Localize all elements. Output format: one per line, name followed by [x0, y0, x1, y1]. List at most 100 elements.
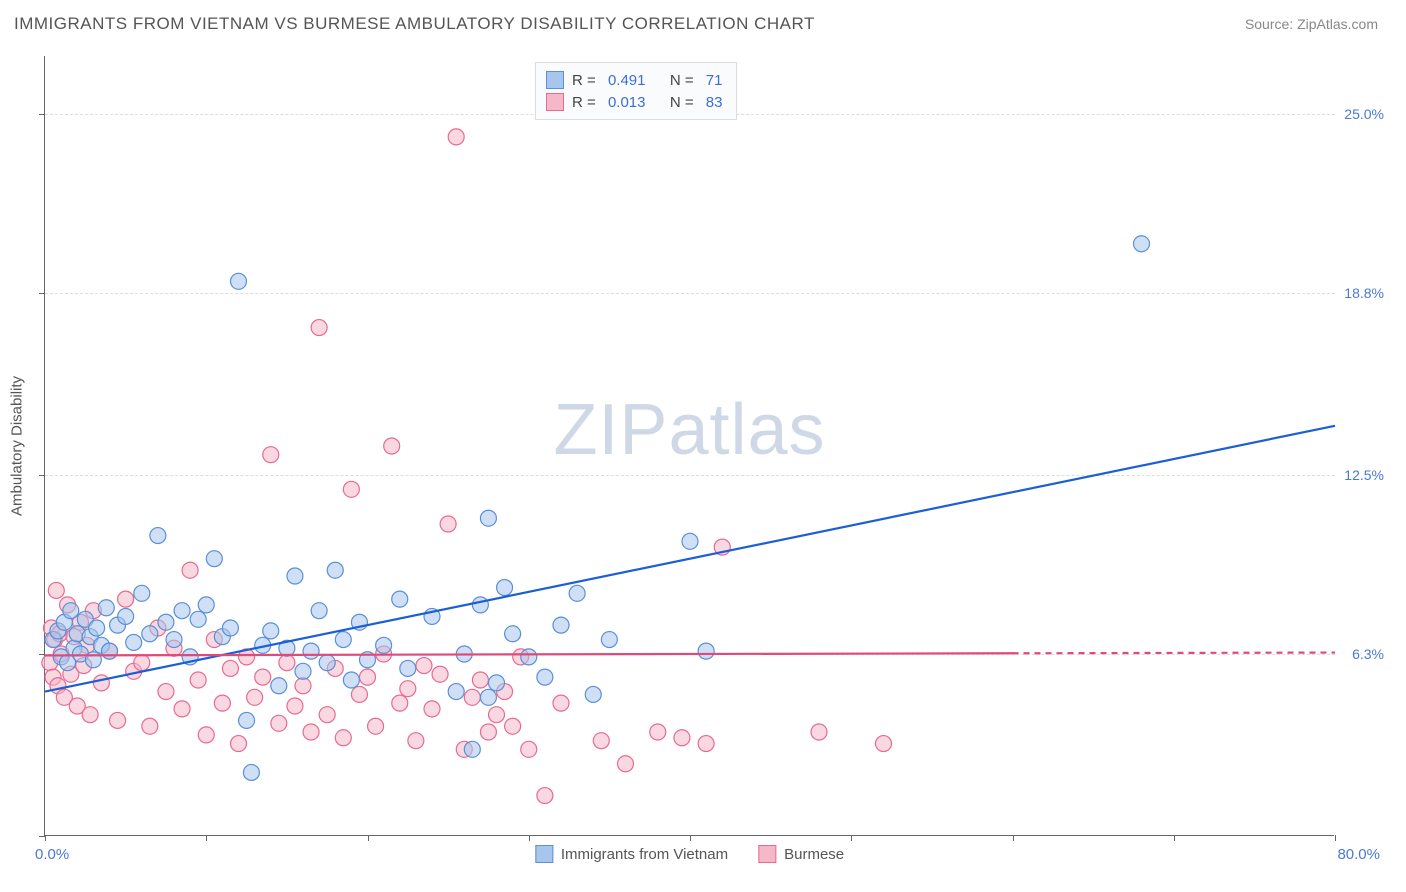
scatter-point-vietnam	[239, 712, 255, 728]
legend-swatch-burmese	[546, 93, 564, 111]
scatter-point-vietnam	[85, 652, 101, 668]
scatter-point-vietnam	[287, 568, 303, 584]
trend-line-dashed-burmese	[1013, 653, 1336, 654]
scatter-point-vietnam	[198, 597, 214, 613]
scatter-point-vietnam	[89, 620, 105, 636]
x-axis-max-label: 80.0%	[1337, 846, 1380, 863]
scatter-point-burmese	[360, 669, 376, 685]
chart-svg	[45, 56, 1335, 836]
scatter-point-burmese	[311, 320, 327, 336]
scatter-point-vietnam	[497, 580, 513, 596]
legend-n-value-vietnam: 71	[706, 72, 723, 89]
y-tick	[39, 836, 45, 837]
scatter-point-burmese	[110, 712, 126, 728]
scatter-point-vietnam	[601, 632, 617, 648]
scatter-point-vietnam	[553, 617, 569, 633]
scatter-point-vietnam	[295, 663, 311, 679]
scatter-point-vietnam	[489, 675, 505, 691]
series-label-vietnam: Immigrants from Vietnam	[561, 846, 728, 863]
scatter-point-burmese	[231, 736, 247, 752]
scatter-point-burmese	[368, 718, 384, 734]
scatter-point-burmese	[876, 736, 892, 752]
scatter-point-burmese	[521, 741, 537, 757]
scatter-point-burmese	[303, 724, 319, 740]
scatter-point-vietnam	[480, 510, 496, 526]
scatter-point-burmese	[505, 718, 521, 734]
correlation-legend-box: R = 0.491 N = 71 R = 0.013 N = 83	[535, 62, 737, 120]
scatter-point-burmese	[48, 582, 64, 598]
scatter-point-burmese	[247, 689, 263, 705]
legend-n-prefix: N =	[670, 72, 698, 89]
scatter-point-burmese	[432, 666, 448, 682]
series-swatch-vietnam	[535, 845, 553, 863]
scatter-point-burmese	[93, 675, 109, 691]
scatter-point-vietnam	[206, 551, 222, 567]
scatter-point-burmese	[214, 695, 230, 711]
scatter-point-burmese	[158, 684, 174, 700]
scatter-point-vietnam	[335, 632, 351, 648]
scatter-point-vietnam	[190, 611, 206, 627]
scatter-point-burmese	[674, 730, 690, 746]
scatter-point-vietnam	[311, 603, 327, 619]
source-attribution: Source: ZipAtlas.com	[1245, 16, 1378, 32]
scatter-point-vietnam	[343, 672, 359, 688]
scatter-point-burmese	[811, 724, 827, 740]
scatter-point-vietnam	[400, 660, 416, 676]
x-axis-min-label: 0.0%	[35, 846, 69, 863]
scatter-point-vietnam	[102, 643, 118, 659]
scatter-point-burmese	[400, 681, 416, 697]
scatter-point-vietnam	[303, 643, 319, 659]
scatter-point-burmese	[351, 686, 367, 702]
series-swatch-burmese	[758, 845, 776, 863]
scatter-point-vietnam	[569, 585, 585, 601]
scatter-point-vietnam	[134, 585, 150, 601]
chart-header: IMMIGRANTS FROM VIETNAM VS BURMESE AMBUL…	[0, 0, 1406, 42]
scatter-point-burmese	[343, 481, 359, 497]
scatter-point-vietnam	[682, 533, 698, 549]
scatter-point-burmese	[537, 788, 553, 804]
scatter-point-vietnam	[698, 643, 714, 659]
source-link[interactable]: ZipAtlas.com	[1297, 16, 1378, 32]
scatter-point-burmese	[408, 733, 424, 749]
scatter-point-burmese	[134, 655, 150, 671]
scatter-point-burmese	[118, 591, 134, 607]
scatter-point-burmese	[222, 660, 238, 676]
trend-line-vietnam	[45, 426, 1335, 692]
scatter-point-burmese	[464, 689, 480, 705]
series-legend-item-burmese: Burmese	[758, 845, 844, 863]
legend-n-value-burmese: 83	[706, 94, 723, 111]
scatter-point-burmese	[480, 724, 496, 740]
legend-row-vietnam: R = 0.491 N = 71	[546, 69, 722, 91]
scatter-point-burmese	[472, 672, 488, 688]
scatter-point-vietnam	[327, 562, 343, 578]
scatter-point-vietnam	[158, 614, 174, 630]
scatter-point-burmese	[650, 724, 666, 740]
scatter-point-vietnam	[222, 620, 238, 636]
scatter-point-burmese	[295, 678, 311, 694]
scatter-point-vietnam	[448, 684, 464, 700]
scatter-point-vietnam	[376, 637, 392, 653]
scatter-point-vietnam	[585, 686, 601, 702]
scatter-point-burmese	[448, 129, 464, 145]
legend-row-burmese: R = 0.013 N = 83	[546, 91, 722, 113]
chart-container: ZIPatlas 6.3%12.5%18.8%25.0% Ambulatory …	[44, 56, 1384, 836]
scatter-point-vietnam	[166, 632, 182, 648]
scatter-point-vietnam	[118, 608, 134, 624]
scatter-point-burmese	[319, 707, 335, 723]
scatter-point-burmese	[618, 756, 634, 772]
scatter-point-burmese	[593, 733, 609, 749]
scatter-point-vietnam	[392, 591, 408, 607]
scatter-point-burmese	[271, 715, 287, 731]
series-legend: Immigrants from Vietnam Burmese	[535, 845, 844, 863]
scatter-point-burmese	[279, 655, 295, 671]
y-axis-label: Ambulatory Disability	[9, 375, 26, 515]
scatter-point-burmese	[698, 736, 714, 752]
scatter-point-burmese	[287, 698, 303, 714]
scatter-point-burmese	[416, 658, 432, 674]
scatter-point-vietnam	[142, 626, 158, 642]
scatter-point-burmese	[384, 438, 400, 454]
scatter-point-burmese	[190, 672, 206, 688]
legend-r-value-burmese: 0.013	[608, 94, 646, 111]
scatter-point-burmese	[255, 669, 271, 685]
scatter-point-burmese	[553, 695, 569, 711]
